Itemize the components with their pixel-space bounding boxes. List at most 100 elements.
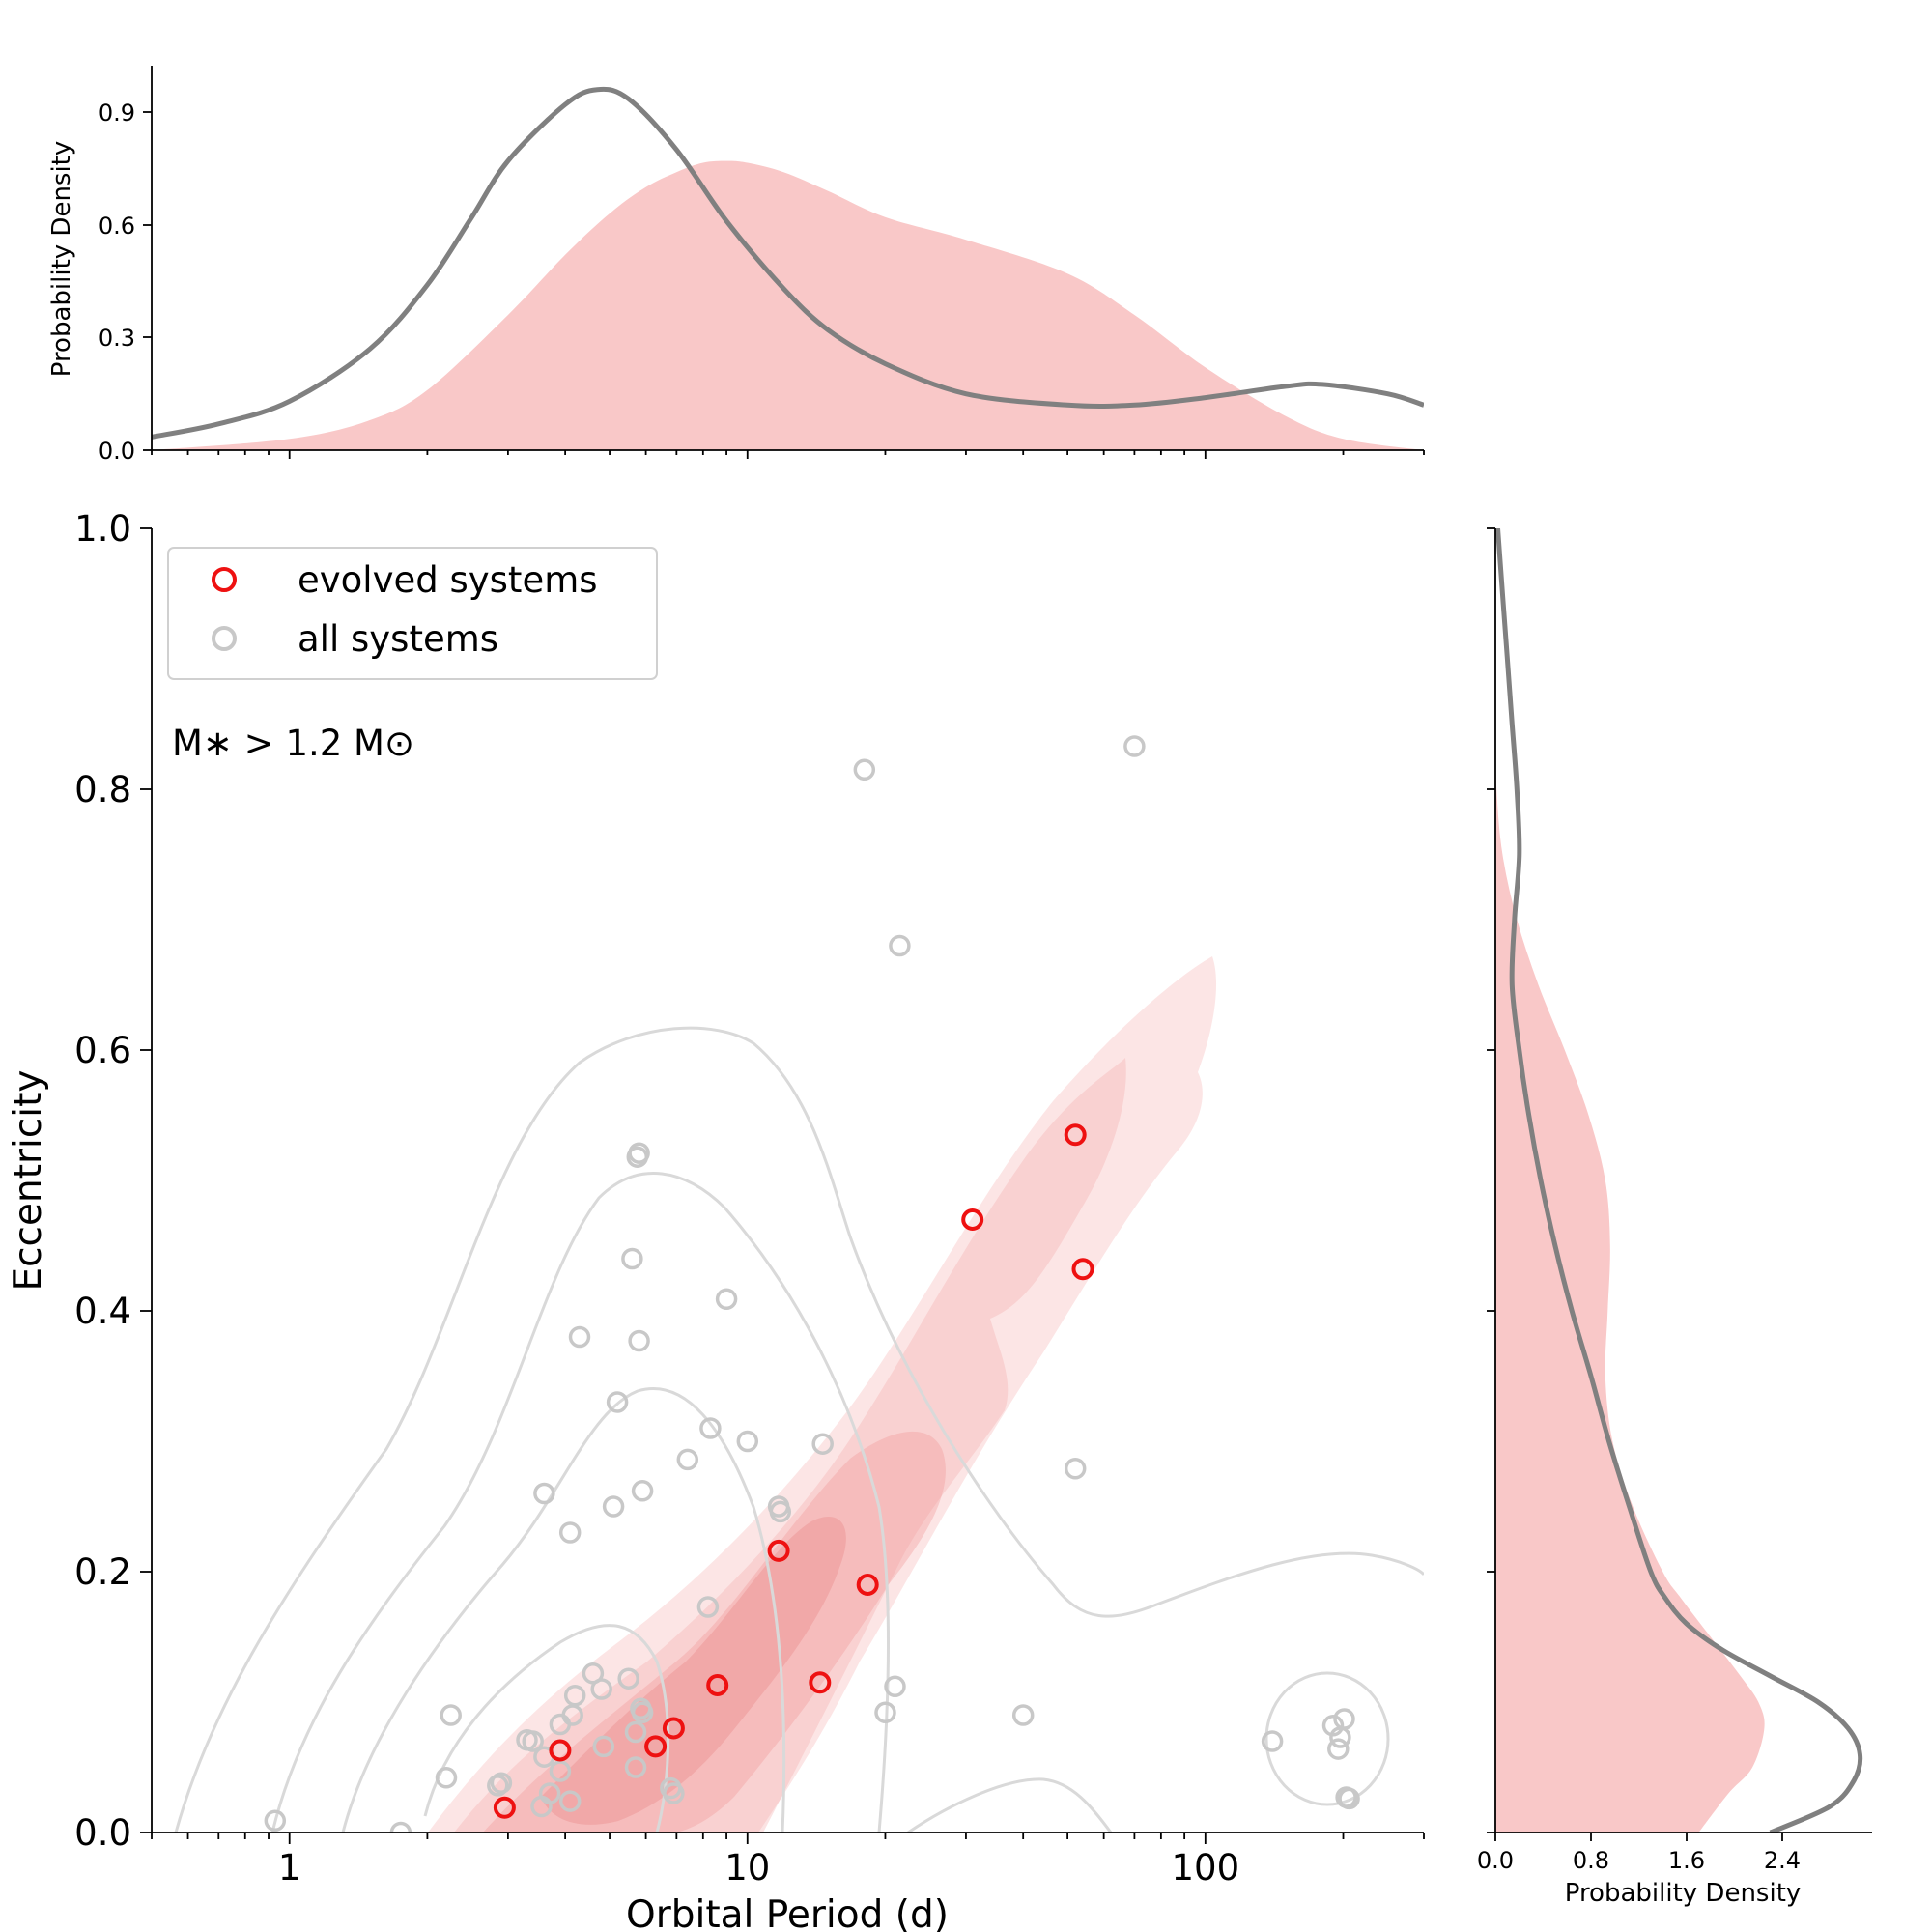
all-systems-point xyxy=(549,1760,572,1782)
main-y-axis-label: Eccentricity xyxy=(7,1069,50,1291)
all-systems-point xyxy=(487,1775,509,1797)
all-systems-point xyxy=(736,1430,759,1453)
evolved-system-point xyxy=(856,1574,879,1596)
all-systems-point xyxy=(533,1482,555,1505)
legend-marker-evolved xyxy=(212,567,237,592)
right-y-ticks xyxy=(1487,527,1495,1833)
all-kde-contour-5 xyxy=(907,1777,1113,1833)
top-x-ticks xyxy=(151,450,1425,459)
all-systems-point xyxy=(435,1767,458,1789)
evolved-system-point xyxy=(706,1674,729,1696)
main-y-tick-label: 0.4 xyxy=(74,1291,131,1332)
top-y-tick-label: 0.0 xyxy=(99,438,135,465)
all-systems-point xyxy=(568,1325,591,1349)
all-systems-points xyxy=(264,735,1360,1833)
all-kde-contour-6 xyxy=(1264,1671,1390,1806)
all-systems-point xyxy=(889,934,911,957)
all-systems-point xyxy=(606,1391,629,1413)
all-kde-contour-2 xyxy=(270,1172,890,1833)
right-x-tick-label: 1.6 xyxy=(1668,1847,1705,1874)
evolved-system-point xyxy=(809,1671,832,1694)
top-kde-evolved-area xyxy=(152,160,1424,450)
all-systems-point xyxy=(769,1500,792,1523)
all-systems-point xyxy=(522,1730,544,1752)
right-x-tick-label: 0.0 xyxy=(1477,1847,1514,1874)
all-systems-point xyxy=(563,1685,586,1707)
top-y-ticks: 0.0 0.3 0.6 0.9 xyxy=(99,99,152,465)
right-x-tick-label: 0.8 xyxy=(1573,1847,1609,1874)
all-systems-point xyxy=(676,1448,699,1471)
all-systems-point xyxy=(628,1329,650,1352)
all-systems-point xyxy=(1011,1704,1035,1726)
top-kde-all-line xyxy=(152,86,1424,440)
top-y-tick-label: 0.6 xyxy=(99,213,135,240)
all-systems-point xyxy=(696,1596,720,1618)
main-x-axis-label: Orbital Period (d) xyxy=(626,1893,949,1932)
evolved-system-point xyxy=(1071,1258,1094,1281)
legend-marker-all xyxy=(212,626,237,651)
evolved-kde-level-3 xyxy=(483,1431,946,1833)
all-systems-point xyxy=(715,1288,738,1311)
main-y-tick-label: 0.8 xyxy=(74,769,131,810)
all-systems-point xyxy=(1333,1708,1355,1730)
legend-box xyxy=(167,547,658,680)
all-systems-point xyxy=(592,1735,615,1758)
top-marginal-panel: 0.0 0.3 0.6 0.9 Probability Density xyxy=(47,66,1425,465)
top-y-tick-label: 0.9 xyxy=(99,99,135,127)
all-systems-point xyxy=(1064,1458,1087,1480)
main-x-tick-label: 100 xyxy=(1172,1847,1240,1889)
main-x-tick-label: 10 xyxy=(724,1847,770,1889)
right-x-axis-label: Probability Density xyxy=(1565,1879,1802,1908)
all-systems-point xyxy=(811,1433,834,1455)
legend-label-evolved: evolved systems xyxy=(298,559,598,601)
mass-cut-annotation: M∗ > 1.2 M⊙ xyxy=(172,723,414,764)
all-systems-point xyxy=(264,1809,287,1833)
all-systems-point xyxy=(617,1667,639,1690)
right-x-ticks: 0.0 0.8 1.6 2.4 xyxy=(1477,1833,1801,1874)
top-y-tick-label: 0.3 xyxy=(99,325,135,352)
all-systems-point xyxy=(1338,1787,1360,1810)
evolved-systems-points xyxy=(493,1123,1094,1819)
all-systems-point xyxy=(538,1782,561,1804)
all-systems-point xyxy=(590,1678,612,1700)
all-systems-point xyxy=(631,1480,654,1502)
all-systems-point xyxy=(853,758,876,781)
main-y-tick-label: 0.6 xyxy=(74,1030,131,1071)
evolved-kde-level-1 xyxy=(428,956,1217,1833)
all-systems-point xyxy=(558,1521,582,1544)
all-systems-point xyxy=(624,1720,647,1744)
all-systems-point xyxy=(389,1821,412,1833)
right-marginal-panel: 0.0 0.8 1.6 2.4 Probability Density xyxy=(1477,527,1872,1908)
legend-label-all: all systems xyxy=(298,618,498,660)
evolved-system-point xyxy=(662,1717,685,1740)
all-kde-contour-1 xyxy=(174,1026,1424,1833)
all-systems-point xyxy=(631,1701,654,1724)
main-x-tick-label: 1 xyxy=(278,1847,301,1889)
all-systems-point xyxy=(624,1756,647,1778)
main-y-ticks: 0.0 0.2 0.4 0.6 0.8 1.0 xyxy=(74,508,152,1854)
main-x-ticks: 1 10 100 xyxy=(151,1833,1425,1889)
evolved-kde-level-2 xyxy=(454,1058,1126,1833)
all-kde-contour-3 xyxy=(341,1387,786,1833)
right-x-tick-label: 2.4 xyxy=(1764,1847,1801,1874)
all-systems-point xyxy=(663,1782,685,1804)
all-systems-point xyxy=(558,1790,582,1812)
all-kde-contour-4 xyxy=(423,1624,670,1833)
evolved-system-point xyxy=(961,1208,984,1231)
all-systems-point xyxy=(1261,1730,1284,1752)
main-y-tick-label: 1.0 xyxy=(74,508,131,550)
evolved-system-point xyxy=(767,1539,790,1562)
all-systems-point xyxy=(699,1417,722,1439)
all-systems-point xyxy=(490,1772,513,1794)
all-systems-point xyxy=(1327,1738,1350,1760)
legend: evolved systems all systems xyxy=(167,547,658,680)
main-y-tick-label: 0.2 xyxy=(74,1551,131,1593)
top-y-axis-label: Probability Density xyxy=(47,141,76,378)
all-systems-point xyxy=(602,1495,625,1518)
all-systems-point xyxy=(628,1142,650,1164)
all-systems-point xyxy=(621,1247,643,1270)
all-systems-point xyxy=(884,1675,906,1698)
evolved-kde-level-4 xyxy=(541,1517,846,1825)
evolved-system-point xyxy=(1064,1123,1087,1147)
